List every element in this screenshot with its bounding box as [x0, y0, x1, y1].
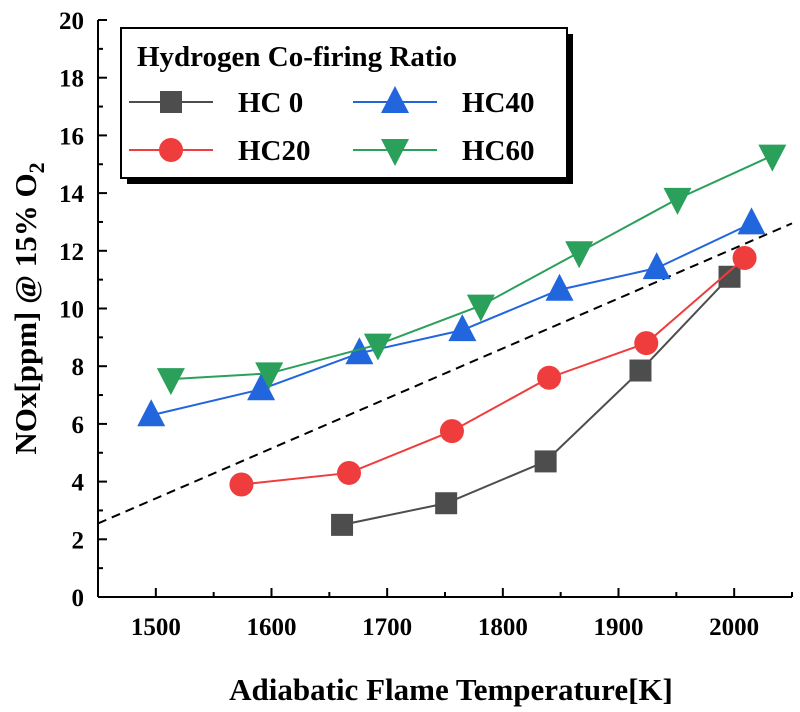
- axes-layer: [97, 19, 793, 598]
- y-tick-label: 4: [72, 470, 85, 497]
- legend-marker-hc40: [381, 86, 409, 113]
- data-point-hc60: [758, 144, 787, 172]
- series-line-hc20: [241, 257, 746, 486]
- data-point-hc40: [448, 314, 477, 342]
- data-point-hc60: [466, 294, 495, 322]
- legend-marker-hc0: [160, 91, 182, 113]
- legend-item-hc0: HC 0: [129, 87, 303, 119]
- x-tick-label: 2000: [709, 614, 759, 641]
- series-line-hc0: [341, 276, 731, 526]
- data-point-hc40: [642, 252, 671, 280]
- series-hc60: [156, 144, 787, 396]
- series-hc20: [229, 246, 757, 497]
- data-point-hc20: [537, 365, 562, 390]
- x-tick-label: 1700: [362, 614, 412, 641]
- x-tick-label: 1600: [247, 614, 297, 641]
- data-point-hc60: [565, 241, 594, 269]
- data-point-hc20: [634, 331, 659, 356]
- legend-label-hc20: HC20: [238, 135, 311, 167]
- y-tick-label: 12: [59, 239, 84, 266]
- y-tick-label: 10: [59, 297, 84, 324]
- series-hc0: [331, 265, 741, 536]
- legend-marker-hc60: [381, 139, 409, 166]
- tick-labels: 0 2 4 6 8 10 12 14 16 18 20 1500 1600 1700 1800 1900 200…: [59, 8, 759, 641]
- data-point-hc40: [345, 337, 374, 365]
- data-point-hc0: [435, 492, 458, 515]
- data-point-hc20: [336, 460, 361, 485]
- data-point-hc40: [545, 273, 574, 301]
- x-tick-label: 1800: [478, 614, 528, 641]
- reference-line-layer: [97, 222, 793, 525]
- data-point-hc60: [663, 187, 692, 215]
- y-tick-label: 20: [59, 8, 84, 35]
- data-point-hc40: [737, 207, 766, 235]
- y-tick-label: 2: [72, 527, 85, 554]
- reference-dashed-line: [97, 222, 793, 525]
- data-point-hc20: [229, 472, 254, 497]
- x-axis-title: Adiabatic Flame Temperature[K]: [229, 672, 673, 707]
- y-axis-title-main: NOx[ppm] @ 15% O: [8, 173, 43, 454]
- data-point-hc40: [247, 373, 276, 401]
- data-point-hc40: [137, 399, 166, 427]
- y-tick-label: 6: [72, 412, 85, 439]
- data-point-hc60: [156, 368, 185, 396]
- y-tick-label: 16: [59, 123, 84, 150]
- y-axis-title-subscript: 2: [24, 162, 49, 173]
- legend-label-hc0: HC 0: [238, 87, 303, 119]
- legend-label-hc60: HC60: [462, 135, 535, 167]
- y-tick-label: 8: [72, 354, 85, 381]
- data-point-hc60: [255, 362, 284, 390]
- data-point-hc0: [331, 513, 354, 536]
- data-point-hc20: [439, 419, 464, 444]
- legend-marker-hc20: [159, 138, 183, 162]
- legend-item-hc20: HC20: [129, 135, 311, 167]
- data-point-hc0: [718, 265, 741, 288]
- y-tick-label: 14: [59, 181, 85, 208]
- series-line-hc40: [150, 222, 752, 417]
- series-hc40: [137, 207, 766, 427]
- y-tick-label: 0: [72, 585, 85, 612]
- data-point-hc20: [732, 246, 757, 271]
- data-point-hc0: [629, 359, 652, 382]
- data-point-hc60: [363, 333, 392, 361]
- x-tick-label: 1500: [131, 614, 181, 641]
- y-tick-label: 18: [59, 66, 84, 93]
- legend-item-hc60: HC60: [353, 135, 535, 167]
- legend: Hydrogen Co-firing Ratio HC 0 HC20 HC40 HC6…: [120, 27, 573, 184]
- data-point-hc0: [534, 450, 557, 473]
- legend-label-hc40: HC40: [462, 87, 535, 119]
- legend-title: Hydrogen Co-firing Ratio: [137, 41, 457, 73]
- legend-items: HC 0 HC20 HC40 HC60: [129, 86, 535, 167]
- y-axis-title: NOx[ppm] @ 15% O2: [8, 162, 49, 454]
- x-tick-label: 1900: [594, 614, 644, 641]
- series-layer: [137, 144, 787, 536]
- legend-item-hc40: HC40: [353, 86, 535, 119]
